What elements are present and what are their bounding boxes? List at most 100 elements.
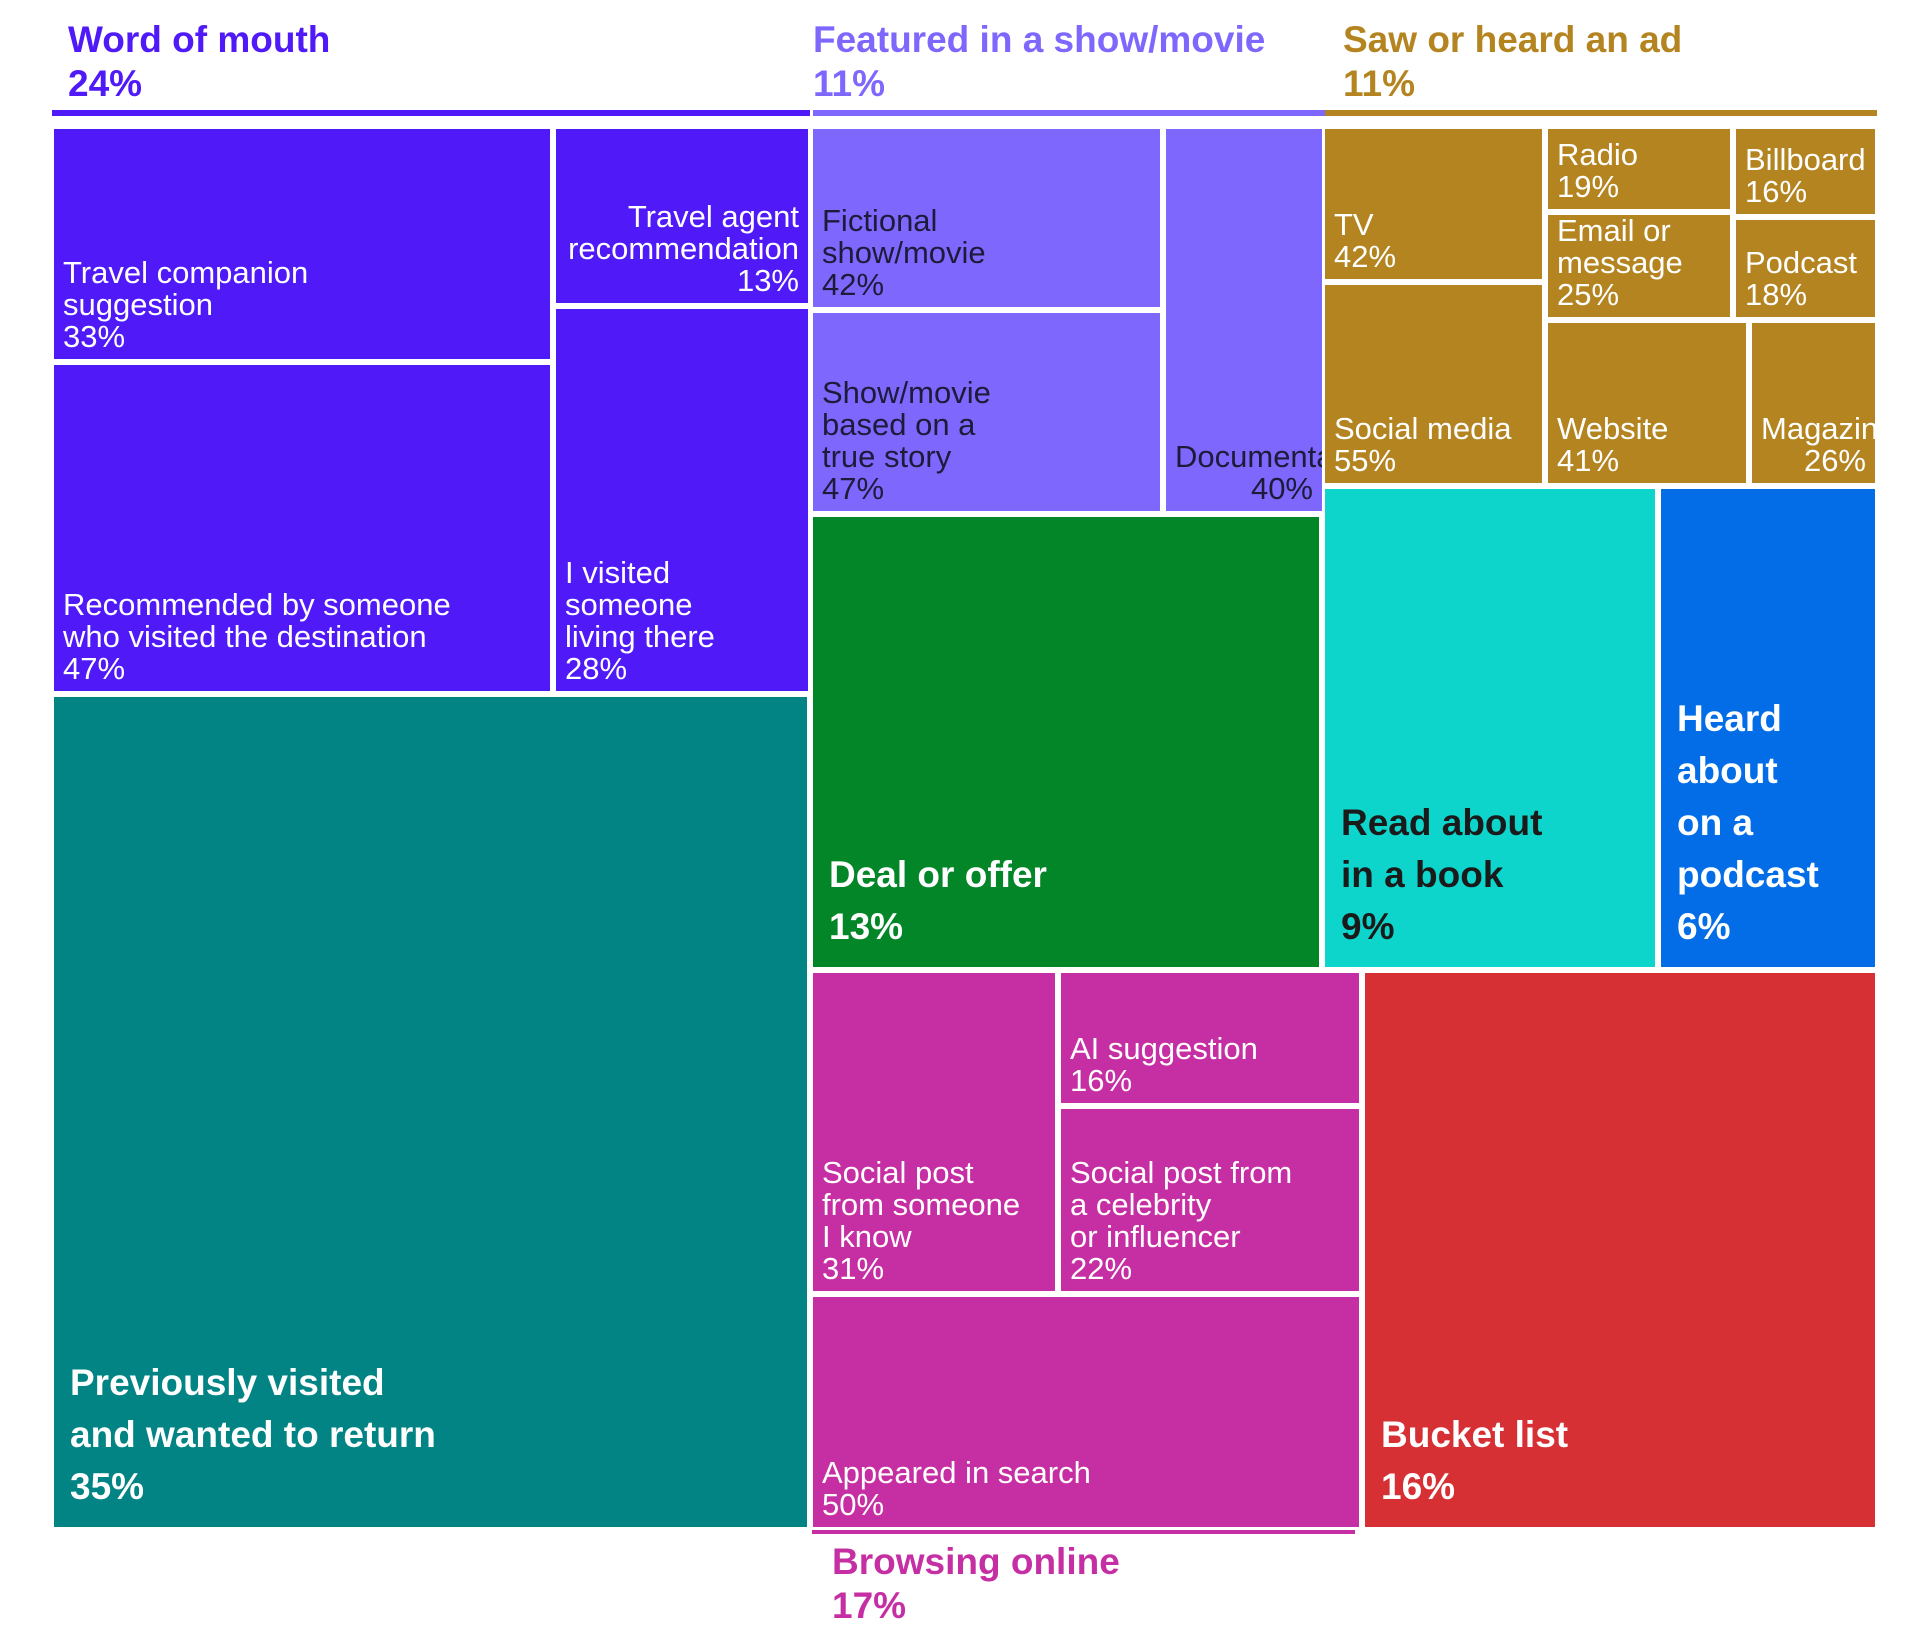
- tile-heard-about-on-a-podcast: Heard about on a podcast 6%: [1658, 486, 1878, 970]
- tile-value: 31%: [822, 1251, 885, 1286]
- tile-name: AI suggestion: [1070, 1031, 1258, 1066]
- tile-label: Appeared in search 50%: [813, 1451, 1359, 1527]
- tile-value: 13%: [736, 263, 799, 298]
- tile-show-movie-based-on-a-true-story: Show/movie based on a true story 47%: [810, 310, 1163, 514]
- tile-recommended-by-someone-who-visited-the-destination: Recommended by someone who visited the d…: [51, 362, 553, 694]
- tile-value: 50%: [822, 1487, 885, 1522]
- tile-name: Social post from someone I know: [822, 1155, 1021, 1254]
- group-bar-browsing-online: [812, 1528, 1355, 1534]
- tile-label: I visited someone living there 28%: [556, 551, 808, 691]
- tile-value: 42%: [822, 267, 885, 302]
- tile-value: 22%: [1070, 1251, 1133, 1286]
- tile-i-visited-someone-living-there: I visited someone living there 28%: [553, 306, 811, 694]
- tile-label: Billboard 16%: [1736, 138, 1875, 214]
- tile-social-post-from-a-celebrity-or-influencer: Social post from a celebrity or influenc…: [1058, 1106, 1362, 1294]
- tile-billboard: Billboard 16%: [1733, 126, 1878, 217]
- group-value: 17%: [832, 1585, 907, 1627]
- tile-value: 16%: [1070, 1063, 1133, 1098]
- tile-label: Bucket list 16%: [1365, 1395, 1875, 1527]
- group-name: Featured in a show/movie: [813, 19, 1266, 60]
- tile-name: Read about in a book: [1341, 802, 1543, 895]
- tile-appeared-in-search: Appeared in search 50%: [810, 1294, 1362, 1530]
- tile-social-post-from-someone-i-know: Social post from someone I know 31%: [810, 970, 1058, 1294]
- tile-name: Documentary: [1175, 439, 1322, 474]
- group-name: Saw or heard an ad: [1343, 19, 1683, 60]
- tile-name: Radio: [1557, 137, 1638, 172]
- tile-name: Social media: [1334, 411, 1512, 446]
- tile-name: Deal or offer: [829, 854, 1047, 895]
- tile-social-media: Social media 55%: [1322, 282, 1545, 486]
- tile-label: Social post from someone I know 31%: [813, 1151, 1055, 1291]
- tile-value: 16%: [1381, 1466, 1456, 1507]
- tile-name: Podcast: [1745, 245, 1858, 280]
- tile-label: Magazine26%: [1752, 407, 1875, 483]
- tile-name: Heard about on a podcast: [1677, 698, 1819, 895]
- tile-name: Magazine: [1761, 411, 1878, 446]
- tile-podcast: Podcast 18%: [1733, 217, 1878, 320]
- tile-name: Email or message: [1557, 213, 1683, 280]
- group-header-saw-or-heard-an-ad: Saw or heard an ad 11%: [1343, 18, 1682, 107]
- tile-name: TV: [1334, 207, 1374, 242]
- tile-fictional-show-movie: Fictional show/movie 42%: [810, 126, 1163, 310]
- tile-value: 25%: [1557, 277, 1620, 312]
- group-header-featured-in-a-show-movie: Featured in a show/movie 11%: [813, 18, 1265, 107]
- tile-label: Social post from a celebrity or influenc…: [1061, 1151, 1359, 1291]
- tile-value: 19%: [1557, 169, 1620, 204]
- tile-value: 9%: [1341, 906, 1395, 947]
- tile-bucket-list: Bucket list 16%: [1362, 970, 1878, 1530]
- tile-travel-agent-recommendation: Travel agent recommendation 13%: [553, 126, 811, 306]
- group-value: 11%: [813, 63, 886, 105]
- tile-label: Social media 55%: [1325, 407, 1542, 483]
- tile-value: 40%: [1250, 471, 1313, 506]
- tile-radio: Radio 19%: [1545, 126, 1733, 212]
- tile-label: Previously visited and wanted to return 3…: [54, 1343, 807, 1527]
- tile-label: Travel companion suggestion 33%: [54, 251, 550, 359]
- tile-tv: TV 42%: [1322, 126, 1545, 282]
- group-name: Word of mouth: [68, 19, 331, 60]
- tile-ai-suggestion: AI suggestion 16%: [1058, 970, 1362, 1106]
- tile-read-about-in-a-book: Read about in a book 9%: [1322, 486, 1658, 970]
- group-bar-word-of-mouth: [52, 110, 810, 116]
- tile-label: Documentary40%: [1166, 435, 1322, 511]
- tile-name: Recommended by someone who visited the d…: [63, 587, 451, 654]
- tile-label: TV 42%: [1325, 203, 1542, 279]
- group-bar-saw-or-heard-an-ad: [1325, 110, 1877, 116]
- tile-website: Website 41%: [1545, 320, 1749, 486]
- tile-value: 6%: [1677, 906, 1731, 947]
- group-bar-featured-in-a-show-movie: [813, 110, 1325, 116]
- tile-label: Heard about on a podcast 6%: [1661, 679, 1875, 967]
- tile-value: 42%: [1334, 239, 1397, 274]
- tile-previously-visited-and-wanted-to-return: Previously visited and wanted to return 3…: [51, 694, 810, 1530]
- tile-label: Deal or offer 13%: [813, 835, 1319, 967]
- tile-travel-companion-suggestion: Travel companion suggestion 33%: [51, 126, 553, 362]
- tile-label: Recommended by someone who visited the d…: [54, 583, 550, 691]
- group-header-browsing-online: Browsing online 17%: [832, 1540, 1120, 1629]
- tile-documentary: Documentary40%: [1163, 126, 1325, 514]
- tile-value: 35%: [70, 1466, 145, 1507]
- tile-label: Podcast 18%: [1736, 241, 1875, 317]
- tile-email-or-message: Email or message 25%: [1545, 212, 1733, 320]
- tile-name: Travel companion suggestion: [63, 255, 309, 322]
- tile-value: 28%: [565, 651, 628, 686]
- tile-name: Appeared in search: [822, 1455, 1091, 1490]
- tile-value: 26%: [1803, 443, 1866, 478]
- tile-label: Fictional show/movie 42%: [813, 199, 1160, 307]
- group-name: Browsing online: [832, 1541, 1120, 1582]
- tile-label: Show/movie based on a true story 47%: [813, 371, 1160, 511]
- tile-name: Previously visited and wanted to return: [70, 1362, 436, 1455]
- tile-label: AI suggestion 16%: [1061, 1027, 1359, 1103]
- tile-label: Travel agent recommendation 13%: [556, 195, 808, 303]
- group-header-word-of-mouth: Word of mouth 24%: [68, 18, 330, 107]
- group-value: 24%: [68, 63, 143, 105]
- tile-label: Website 41%: [1548, 407, 1746, 483]
- tile-label: Email or message 25%: [1548, 213, 1730, 317]
- tile-value: 13%: [829, 906, 904, 947]
- tile-value: 18%: [1745, 277, 1808, 312]
- tile-label: Radio 19%: [1548, 133, 1730, 209]
- tile-name: Show/movie based on a true story: [822, 375, 991, 474]
- tile-magazine: Magazine26%: [1749, 320, 1878, 486]
- tile-value: 33%: [63, 319, 126, 354]
- tile-name: Fictional show/movie: [822, 203, 986, 270]
- tile-label: Read about in a book 9%: [1325, 783, 1655, 967]
